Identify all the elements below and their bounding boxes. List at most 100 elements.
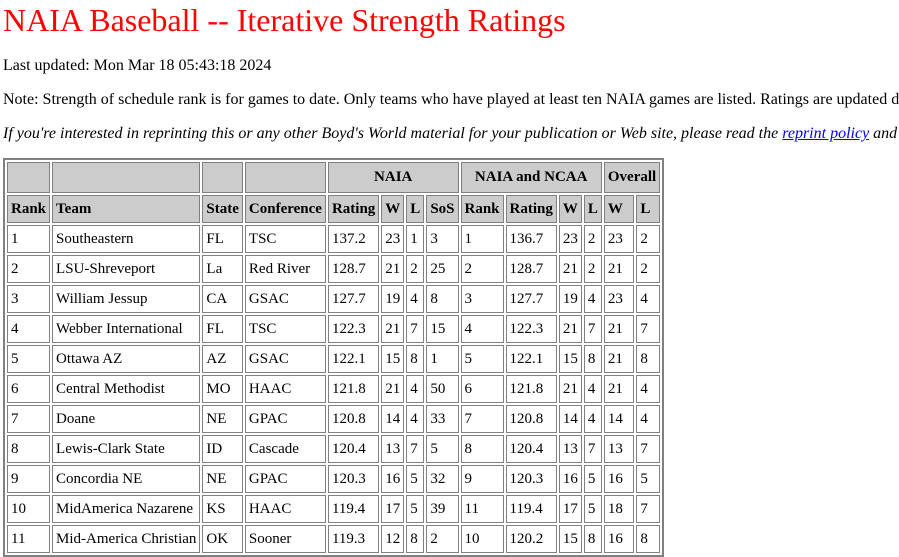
table-cell: 10 xyxy=(460,525,504,553)
table-cell: 23 xyxy=(603,225,635,253)
table-row: 7 Doane NE GPAC 120.8 14 4 33 7 120.8 14 4 14 4 xyxy=(7,405,661,433)
table-cell: FL xyxy=(202,225,243,253)
table-cell: 4 xyxy=(636,375,661,403)
column-header: Team xyxy=(52,195,201,223)
table-cell: 2 xyxy=(636,255,661,283)
table-cell: 2 xyxy=(583,225,602,253)
table-cell: 1 xyxy=(7,225,51,253)
table-cell: Sooner xyxy=(244,525,326,553)
table-cell: OK xyxy=(202,525,243,553)
table-cell: 7 xyxy=(460,405,504,433)
table-cell: HAAC xyxy=(244,495,326,523)
table-cell: GPAC xyxy=(244,405,326,433)
table-cell: 1 xyxy=(406,225,425,253)
table-cell: Lewis-Clark State xyxy=(52,435,201,463)
table-cell: William Jessup xyxy=(52,285,201,313)
table-cell: 21 xyxy=(381,315,405,343)
page-title: NAIA Baseball -- Iterative Strength Rati… xyxy=(3,2,566,38)
table-cell: GPAC xyxy=(244,465,326,493)
table-row: 6 Central Methodist MO HAAC 121.8 21 4 50 6 121.8… xyxy=(7,375,661,403)
table-cell: 7 xyxy=(636,435,661,463)
table-cell: 8 xyxy=(406,345,425,373)
table-cell: 122.1 xyxy=(327,345,380,373)
group-header-naia: NAIA xyxy=(327,162,459,193)
table-cell: GSAC xyxy=(244,285,326,313)
table-cell: 5 xyxy=(406,495,425,523)
table-cell: Central Methodist xyxy=(52,375,201,403)
table-cell: 8 xyxy=(636,345,661,373)
table-cell: 127.7 xyxy=(505,285,557,313)
table-cell: 16 xyxy=(381,465,405,493)
table-cell: 15 xyxy=(558,525,582,553)
table-cell: Doane xyxy=(52,405,201,433)
table-cell: 11 xyxy=(460,495,504,523)
table-cell: 8 xyxy=(583,345,602,373)
group-header-overall: Overall xyxy=(603,162,661,193)
table-cell: 7 xyxy=(583,315,602,343)
table-cell: 5 xyxy=(460,345,504,373)
table-cell: 17 xyxy=(558,495,582,523)
table-cell: 21 xyxy=(603,345,635,373)
table-cell: 4 xyxy=(7,315,51,343)
table-cell: 128.7 xyxy=(505,255,557,283)
reprint-policy-link[interactable]: reprint policy xyxy=(782,125,870,142)
group-header-row: NAIA NAIA and NCAA Overall xyxy=(7,162,661,193)
table-cell: 5 xyxy=(7,345,51,373)
table-cell: 5 xyxy=(426,435,459,463)
table-row: 3 William Jessup CA GSAC 127.7 19 4 8 3 127.7 19 4 2… xyxy=(7,285,661,313)
table-cell: 13 xyxy=(381,435,405,463)
table-cell: 4 xyxy=(583,285,602,313)
table-cell: 8 xyxy=(406,525,425,553)
table-cell: 4 xyxy=(583,405,602,433)
table-cell: 2 xyxy=(460,255,504,283)
table-cell: 21 xyxy=(558,315,582,343)
table-cell: 128.7 xyxy=(327,255,380,283)
table-cell: Southeastern xyxy=(52,225,201,253)
table-cell: 11 xyxy=(7,525,51,553)
table-cell: 121.8 xyxy=(505,375,557,403)
table-cell: 2 xyxy=(583,255,602,283)
table-cell: 5 xyxy=(583,465,602,493)
column-header: SoS xyxy=(426,195,459,223)
table-cell: CA xyxy=(202,285,243,313)
table-cell: 15 xyxy=(426,315,459,343)
table-cell: 7 xyxy=(636,315,661,343)
table-cell: 136.7 xyxy=(505,225,557,253)
column-header: Conference xyxy=(244,195,326,223)
table-cell: 16 xyxy=(558,465,582,493)
table-cell: 137.2 xyxy=(327,225,380,253)
column-header: L xyxy=(636,195,661,223)
ratings-note: Note: Strength of schedule rank is for g… xyxy=(3,91,899,108)
table-cell: 4 xyxy=(636,285,661,313)
table-cell: AZ xyxy=(202,345,243,373)
last-updated: Last updated: Mon Mar 18 05:43:18 2024 xyxy=(3,57,272,74)
table-cell: 39 xyxy=(426,495,459,523)
group-header-naia-ncaa: NAIA and NCAA xyxy=(460,162,602,193)
table-cell: 4 xyxy=(583,375,602,403)
column-header: L xyxy=(583,195,602,223)
table-cell: 9 xyxy=(7,465,51,493)
table-cell: 32 xyxy=(426,465,459,493)
table-cell: Red River xyxy=(244,255,326,283)
column-header: W xyxy=(558,195,582,223)
table-cell: MidAmerica Nazarene xyxy=(52,495,201,523)
table-cell: 2 xyxy=(636,225,661,253)
table-cell: 33 xyxy=(426,405,459,433)
column-header: W xyxy=(603,195,635,223)
table-cell: 120.4 xyxy=(327,435,380,463)
table-cell: 122.3 xyxy=(505,315,557,343)
table-cell: Ottawa AZ xyxy=(52,345,201,373)
reprint-text: If you're interested in reprinting this … xyxy=(3,125,783,142)
table-cell: TSC xyxy=(244,315,326,343)
column-header: L xyxy=(406,195,425,223)
table-cell: 18 xyxy=(603,495,635,523)
table-cell: 21 xyxy=(558,375,582,403)
table-cell: Mid-America Christian xyxy=(52,525,201,553)
table-cell: 7 xyxy=(406,435,425,463)
table-cell: LSU-Shreveport xyxy=(52,255,201,283)
column-header: W xyxy=(381,195,405,223)
table-cell: 7 xyxy=(7,405,51,433)
table-cell: 3 xyxy=(7,285,51,313)
table-cell: 14 xyxy=(381,405,405,433)
table-cell: 120.4 xyxy=(505,435,557,463)
